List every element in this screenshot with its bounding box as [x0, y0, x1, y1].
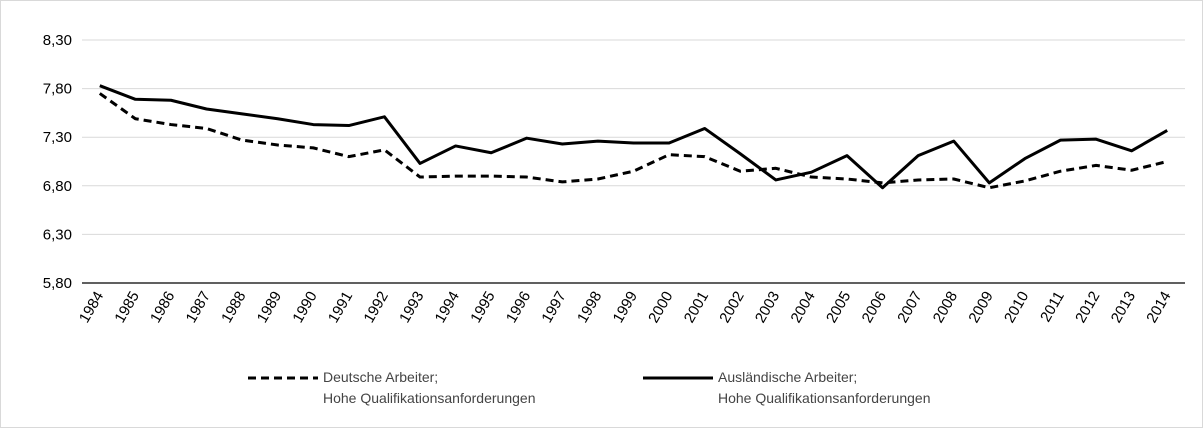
- x-tick-label: 1984: [76, 289, 107, 326]
- line-series: [99, 84, 1168, 190]
- x-tick-label: 1992: [360, 289, 391, 326]
- x-tick-label: 2002: [716, 289, 747, 326]
- y-tick-label: 8,30: [43, 32, 72, 49]
- x-tick-label: 2001: [681, 289, 712, 326]
- line-series: [98, 92, 1168, 190]
- y-tick-label: 7,80: [43, 81, 72, 98]
- x-tick-label: 1998: [574, 289, 605, 326]
- x-tick-label: 1993: [396, 289, 427, 326]
- y-tick-label: 7,30: [43, 129, 72, 146]
- x-tick-label: 1994: [432, 289, 463, 326]
- legend-label: Deutsche Arbeiter; Hohe Qualifikationsan…: [323, 369, 536, 406]
- x-tick-label: 2013: [1108, 289, 1139, 326]
- x-tick-label: 1985: [111, 289, 142, 326]
- x-tick-label: 1997: [538, 289, 569, 326]
- x-tick-label: 1989: [254, 289, 285, 326]
- x-tick-label: 1986: [147, 289, 178, 326]
- x-tick-label: 2012: [1072, 289, 1103, 326]
- x-tick-label: 1991: [325, 289, 356, 326]
- x-tick-label: 2010: [1001, 289, 1032, 326]
- x-tick-label: 2011: [1037, 289, 1068, 325]
- x-tick-label: 1988: [218, 289, 249, 326]
- x-tick-label: 2006: [859, 289, 890, 326]
- x-tick-label: 1987: [183, 289, 214, 326]
- x-tick-label: 2005: [823, 289, 854, 326]
- legend-label: Ausländische Arbeiter; Hohe Qualifikatio…: [718, 369, 931, 406]
- x-tick-label: 2009: [965, 288, 996, 325]
- y-tick-label: 5,80: [43, 275, 72, 292]
- y-tick-label: 6,30: [43, 226, 72, 243]
- x-tick-label: 2003: [752, 289, 783, 326]
- x-tick-label: 2000: [645, 289, 676, 326]
- x-tick-label: 1995: [467, 289, 498, 326]
- x-tick-label: 2008: [930, 289, 961, 326]
- x-tick-label: 2014: [1143, 289, 1174, 326]
- x-tick-label: 1996: [503, 289, 534, 326]
- x-tick-label: 2004: [787, 289, 818, 326]
- x-tick-label: 1999: [610, 289, 641, 326]
- y-tick-label: 6,80: [43, 178, 72, 195]
- x-tick-label: 2007: [894, 289, 925, 326]
- x-tick-label: 1990: [289, 289, 320, 326]
